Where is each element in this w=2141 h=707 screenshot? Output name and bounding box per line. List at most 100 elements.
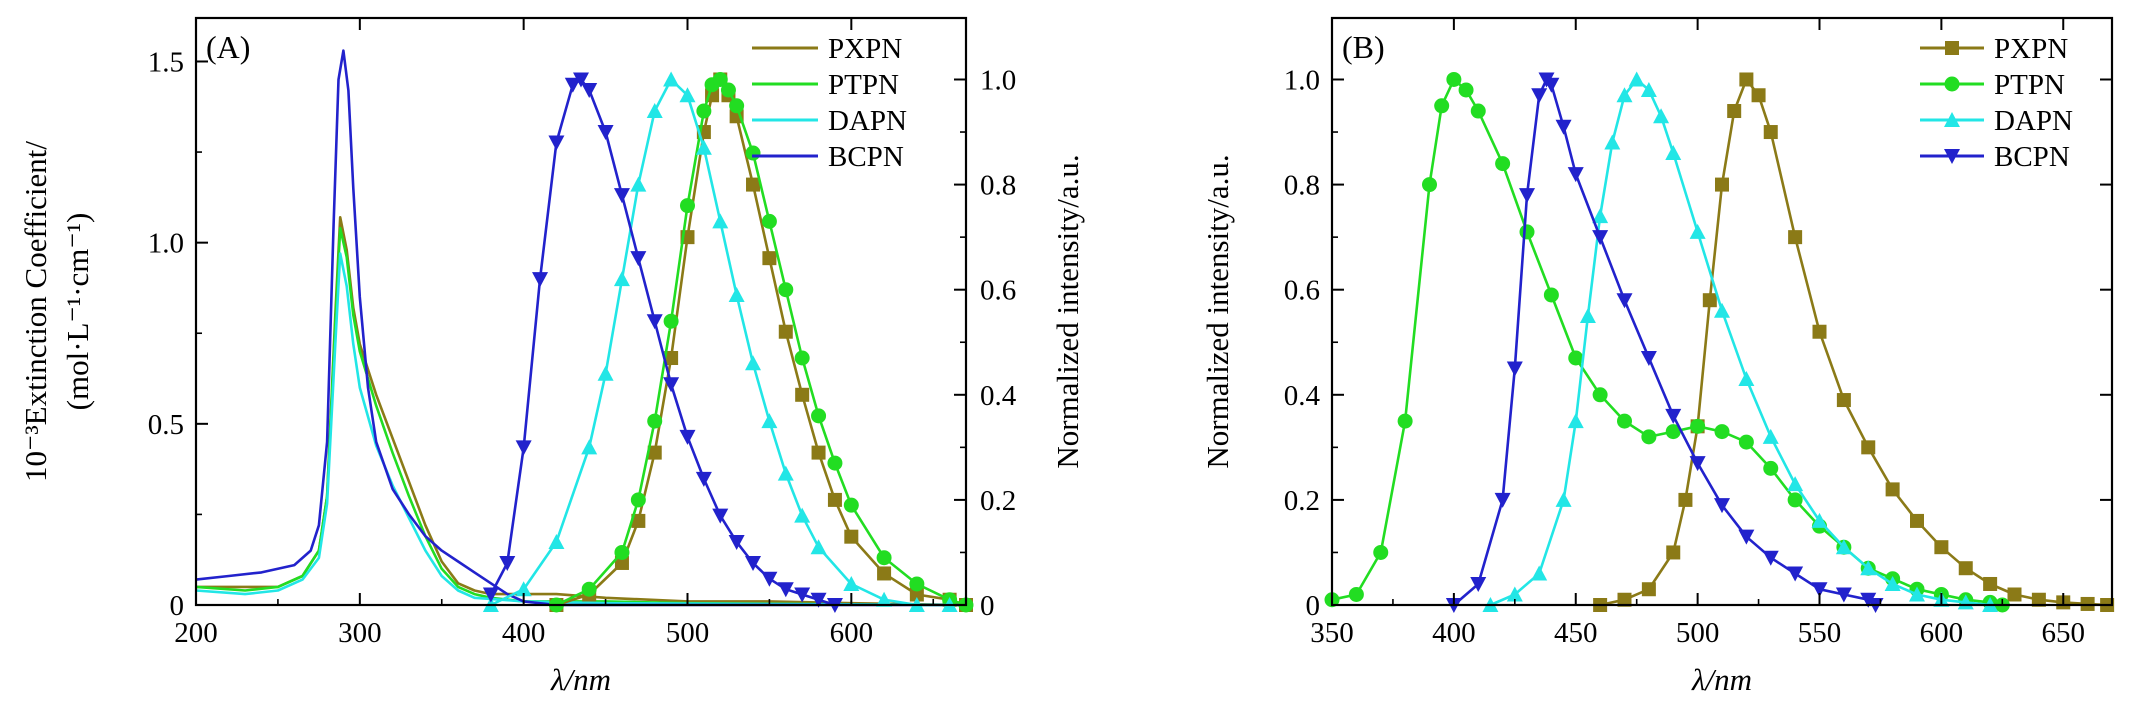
emission-point-ptpn (712, 71, 728, 87)
panel-label: (B) (1342, 29, 1385, 65)
point-dapn (1909, 586, 1925, 602)
emission-point-ptpn (581, 581, 597, 597)
point-bcpn (1640, 351, 1657, 367)
emission-point-dapn (794, 507, 811, 523)
emission-point-bcpn (548, 135, 565, 151)
emission-point-pxpn (827, 492, 842, 507)
plot-frame (1330, 16, 2114, 607)
legend-label: DAPN (828, 105, 907, 137)
point-pxpn (1958, 561, 1973, 576)
y-left-tick-label: 1.5 (148, 46, 184, 78)
point-dapn (1579, 307, 1596, 323)
point-ptpn (1714, 424, 1730, 440)
point-dapn (1506, 586, 1523, 602)
y-right-tick-label: 0.4 (980, 380, 1017, 412)
emission-point-pxpn (778, 324, 793, 339)
x-axis-title: λ/nm (550, 662, 611, 697)
y-tick-label: 0.8 (1284, 170, 1320, 202)
point-pxpn (1666, 545, 1681, 560)
point-bcpn (1665, 408, 1682, 424)
y-tick-label: 0.4 (1284, 380, 1321, 412)
point-ptpn (1568, 350, 1584, 366)
emission-point-ptpn (679, 198, 695, 214)
point-pxpn (1983, 576, 1998, 591)
emission-point-bcpn (597, 125, 614, 141)
point-ptpn (1690, 418, 1706, 434)
y-right-tick-label: 0 (980, 590, 995, 622)
x-tick-label: 200 (174, 617, 218, 649)
legend-label: BCPN (1994, 141, 2070, 173)
legend-marker-bcpn (1944, 149, 1960, 164)
emission-point-pxpn (664, 351, 679, 366)
emission-point-bcpn (712, 508, 729, 524)
emission-point-pxpn (844, 529, 859, 544)
emission-point-ptpn (909, 576, 925, 592)
point-bcpn (1543, 77, 1560, 93)
point-pxpn (1885, 482, 1900, 497)
absorption-line-bcpn (195, 49, 966, 607)
point-ptpn (1495, 156, 1511, 172)
emission-point-ptpn (729, 98, 745, 114)
emission-point-bcpn (777, 582, 794, 598)
point-bcpn (1835, 587, 1852, 603)
point-pxpn (1836, 393, 1851, 408)
point-dapn (1616, 87, 1633, 103)
emission-point-dapn (876, 591, 893, 607)
point-bcpn (1531, 88, 1548, 104)
panel-label: (A) (206, 29, 250, 65)
emission-point-ptpn (827, 455, 843, 471)
point-dapn (1689, 223, 1706, 239)
point-bcpn (1787, 566, 1804, 582)
emission-point-bcpn (515, 440, 532, 456)
point-pxpn (1617, 592, 1632, 607)
emission-point-dapn (745, 355, 762, 371)
emission-point-bcpn (564, 77, 581, 93)
point-bcpn (1470, 576, 1487, 592)
legend-label: BCPN (828, 141, 904, 173)
point-bcpn (1519, 188, 1535, 204)
absorption-line-dapn (195, 252, 967, 607)
panel-a: 200 300 400 500 600 0 0.5 1.0 1.5 0 0.2 0.4 0.6 0.8 1.… (18, 16, 1085, 697)
point-pxpn (1641, 582, 1656, 597)
y-right-tick-label: 0.8 (980, 170, 1016, 202)
legend-label: DAPN (1994, 105, 2073, 137)
emission-point-pxpn (795, 387, 810, 402)
y-right-tick-label: 0.2 (980, 485, 1016, 517)
point-ptpn (1617, 413, 1632, 429)
emission-point-pxpn (746, 177, 761, 192)
point-pxpn (2031, 592, 2046, 607)
point-ptpn (1397, 413, 1413, 429)
emission-point-dapn (843, 575, 860, 591)
emission-point-ptpn (876, 550, 892, 566)
point-dapn (1653, 108, 1670, 124)
point-bcpn (1494, 492, 1511, 508)
emission-point-bcpn (630, 251, 647, 267)
x-tick-label: 450 (1554, 617, 1598, 649)
point-pxpn (1715, 177, 1729, 192)
legend-label: PTPN (1994, 69, 2065, 101)
x-tick-label: 600 (1920, 617, 1964, 649)
y-right-tick-label: 1.0 (980, 64, 1016, 96)
legend-marker-dapn (1944, 112, 1960, 127)
point-dapn (1714, 302, 1730, 318)
point-dapn (1531, 565, 1548, 581)
x-tick-label: 550 (1798, 617, 1842, 649)
point-bcpn (1860, 592, 1877, 608)
emission-line-ptpn (555, 78, 967, 607)
legend-label: PXPN (1994, 33, 2068, 65)
point-dapn (1555, 491, 1572, 507)
emission-point-dapn (712, 213, 729, 229)
emission-point-bcpn (482, 587, 499, 603)
y-left-tick-label: 0 (170, 590, 185, 622)
point-ptpn (1763, 460, 1779, 476)
y-tick-label: 0.6 (1284, 275, 1320, 307)
point-pxpn (1812, 324, 1827, 339)
x-tick-label: 600 (830, 617, 874, 649)
emission-point-pxpn (877, 566, 892, 581)
point-pxpn (2007, 587, 2022, 602)
emission-point-ptpn (843, 497, 859, 513)
emission-point-pxpn (614, 555, 629, 570)
point-dapn (1884, 575, 1901, 591)
emission-point-ptpn (811, 408, 827, 424)
